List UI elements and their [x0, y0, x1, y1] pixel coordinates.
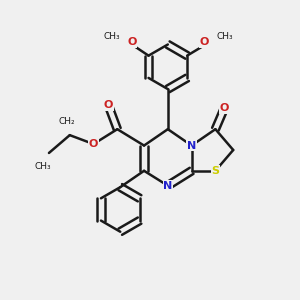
Text: CH₃: CH₃: [35, 162, 51, 171]
Text: CH₃: CH₃: [104, 32, 120, 41]
Text: O: O: [89, 139, 98, 149]
Text: CH₃: CH₃: [217, 32, 233, 41]
Text: CH₂: CH₂: [58, 117, 75, 126]
Text: O: O: [220, 103, 229, 113]
Text: O: O: [104, 100, 113, 110]
Text: N: N: [163, 181, 172, 191]
Text: N: N: [187, 140, 196, 151]
Text: S: S: [212, 166, 219, 176]
Text: O: O: [128, 37, 137, 47]
Text: O: O: [200, 37, 209, 47]
